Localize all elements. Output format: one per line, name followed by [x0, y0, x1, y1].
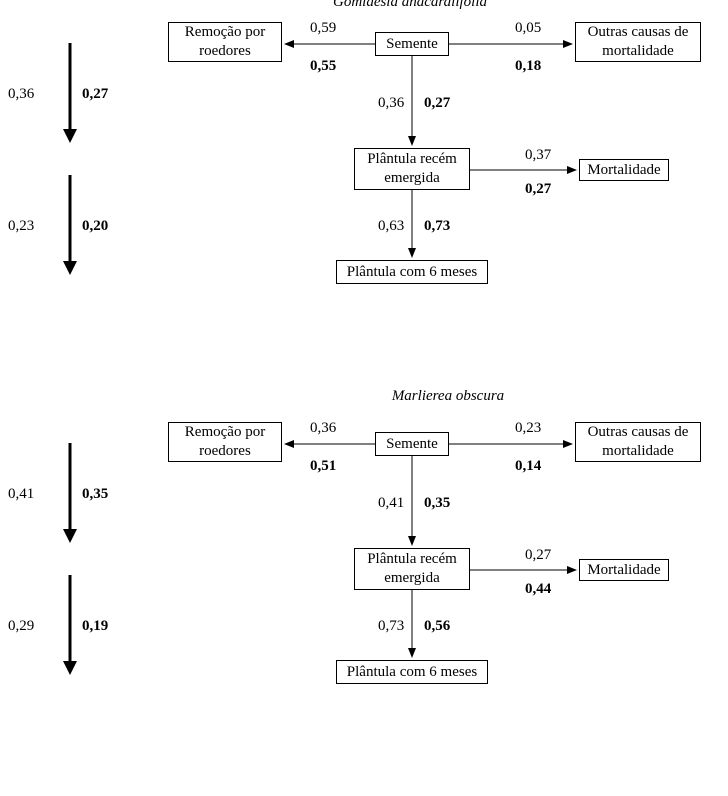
arrows-layer: [0, 0, 728, 740]
